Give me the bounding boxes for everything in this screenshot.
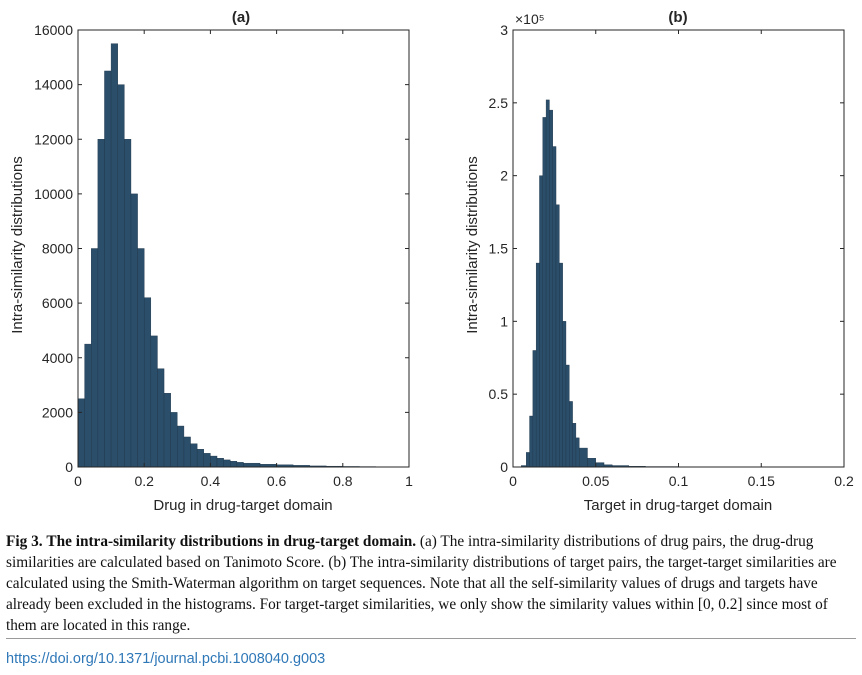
histogram-bar <box>532 350 537 468</box>
y-tick-label: 6000 <box>42 295 73 311</box>
histogram-bar <box>559 262 563 468</box>
panel-a-xlabel: Drug in drug-target domain <box>153 497 332 514</box>
histogram-bar <box>170 412 178 468</box>
histogram-bar <box>157 368 165 468</box>
histogram-bar <box>579 447 588 468</box>
panel-b-bars <box>521 99 762 468</box>
x-tick-label: 0.1 <box>669 473 689 489</box>
histogram-bar <box>555 204 560 468</box>
histogram-bar <box>565 364 570 468</box>
histogram-bar <box>526 452 530 468</box>
histogram-bar <box>163 393 171 468</box>
histogram-bar <box>104 70 112 468</box>
figure-caption: Fig 3. The intra-similarity distribution… <box>6 531 856 636</box>
histogram-bar <box>97 139 105 468</box>
histogram-bar <box>552 146 557 468</box>
panel-a-bars <box>77 43 410 468</box>
y-tick-label: 2 <box>500 168 508 184</box>
histogram-bar <box>572 423 577 468</box>
y-tick-label: 10000 <box>34 186 73 202</box>
y-tick-label: 3 <box>500 22 508 38</box>
panel-a-title: (a) <box>232 9 250 26</box>
histogram-bar <box>243 462 261 468</box>
caption-body: (a) The intra-similarity distributions o… <box>6 533 837 634</box>
y-tick-label: 1 <box>500 313 508 329</box>
histogram-bar <box>230 461 238 468</box>
panel-a-xticks: 0 0.2 0.4 0.6 0.8 1 <box>74 30 413 489</box>
histogram-bar <box>549 109 553 468</box>
panel-b-multiplier: ×10⁵ <box>515 11 545 27</box>
doi-link[interactable]: https://doi.org/10.1371/journal.pcbi.100… <box>6 651 326 667</box>
histogram-bar <box>117 84 125 468</box>
x-tick-label: 0 <box>74 473 82 489</box>
x-tick-label: 1 <box>405 473 413 489</box>
histogram-bar <box>190 443 198 468</box>
histogram-bar <box>575 437 580 468</box>
histogram-bar <box>84 343 92 468</box>
x-tick-label: 0.2 <box>134 473 154 489</box>
x-tick-label: 0.4 <box>201 473 221 489</box>
y-tick-label: 2000 <box>42 404 73 420</box>
figure-canvas: (a) Intra-similarity distributions Drug … <box>9 9 854 514</box>
panel-b: (b) ×10⁵ Intra-similarity distributions … <box>464 9 854 514</box>
y-tick-label: 0 <box>500 459 508 475</box>
x-tick-label: 0.6 <box>267 473 287 489</box>
histogram-bar <box>210 455 218 468</box>
panel-b-axes-box <box>512 29 845 468</box>
histogram-bar <box>124 139 132 468</box>
histogram-bar <box>203 453 211 468</box>
y-tick-label: 8000 <box>42 241 73 257</box>
histogram-bar <box>130 193 138 468</box>
histogram-bar <box>542 117 547 468</box>
x-tick-label: 0.15 <box>748 473 775 489</box>
y-tick-label: 4000 <box>42 350 73 366</box>
caption-label: Fig 3. <box>6 533 43 550</box>
histogram-bar <box>77 398 85 468</box>
histogram-bar <box>569 401 573 468</box>
histogram-bar <box>110 43 118 468</box>
x-tick-label: 0.8 <box>333 473 353 489</box>
caption-title: The intra-similarity distributions in dr… <box>46 533 417 550</box>
histogram-bar <box>177 425 185 468</box>
histogram-bar <box>143 297 152 468</box>
histogram-bar <box>150 335 158 468</box>
histogram-bar <box>595 462 605 468</box>
x-tick-label: 0 <box>509 473 517 489</box>
panel-b-xticks: 0 0.05 0.1 0.15 0.2 <box>509 30 854 489</box>
histogram-bar <box>539 175 543 468</box>
histogram-bar <box>216 458 224 468</box>
panel-a: (a) Intra-similarity distributions Drug … <box>9 9 413 514</box>
y-tick-label: 1.5 <box>489 241 509 257</box>
histogram-bar <box>137 248 145 468</box>
y-tick-label: 0.5 <box>489 386 509 402</box>
x-tick-label: 0.05 <box>582 473 609 489</box>
panel-b-yticks: 0 0.5 1 1.5 2 2.5 3 <box>489 22 844 475</box>
panel-a-ylabel: Intra-similarity distributions <box>9 156 26 334</box>
histogram-bar <box>223 459 231 468</box>
histogram-bar <box>91 248 99 468</box>
histogram-bar <box>196 449 204 468</box>
panel-b-title: (b) <box>668 9 687 26</box>
y-tick-label: 16000 <box>34 22 73 38</box>
histogram-bar <box>183 436 191 468</box>
y-tick-label: 14000 <box>34 77 73 93</box>
histogram-bar <box>545 99 550 468</box>
histogram-bar <box>562 321 567 468</box>
y-tick-label: 12000 <box>34 131 73 147</box>
panel-b-ylabel: Intra-similarity distributions <box>464 156 481 334</box>
histogram-bar <box>529 415 534 468</box>
x-tick-label: 0.2 <box>834 473 854 489</box>
y-tick-label: 0 <box>65 459 73 475</box>
histogram-bar <box>587 458 596 468</box>
histogram-bar <box>236 462 244 468</box>
panel-a-axes-box <box>77 29 410 468</box>
caption-divider <box>6 638 856 639</box>
panel-a-yticks: 0 2000 4000 6000 8000 10000 12000 14000 16000 <box>34 22 409 475</box>
histogram-bar <box>535 262 540 468</box>
panel-b-xlabel: Target in drug-target domain <box>584 497 772 514</box>
y-tick-label: 2.5 <box>489 95 509 111</box>
